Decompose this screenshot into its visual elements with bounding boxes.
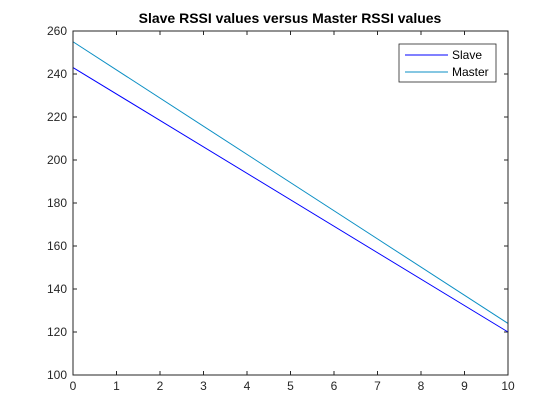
x-tick-label: 6: [331, 379, 338, 393]
legend-box: [398, 43, 497, 83]
legend-label-slave: Slave: [452, 48, 482, 62]
y-tick-label: 240: [47, 67, 67, 81]
chart-title: Slave RSSI values versus Master RSSI val…: [139, 10, 442, 26]
series-lines: [72, 41, 509, 333]
y-tick-label: 140: [47, 282, 67, 296]
y-tick-label: 260: [47, 24, 67, 38]
x-tick-label: 10: [501, 379, 515, 393]
y-tick-label: 160: [47, 239, 67, 253]
legend: Slave Master: [398, 43, 497, 83]
x-tick-label: 5: [287, 379, 294, 393]
series-line-slave: [72, 67, 509, 333]
y-tick-label: 120: [47, 325, 67, 339]
x-tick-label: 7: [374, 379, 381, 393]
x-tick-label: 3: [200, 379, 207, 393]
plot-area: [73, 31, 508, 375]
y-axis-ticks: 100 120 140 160 180 200 220 240 260: [47, 24, 508, 382]
x-tick-label: 9: [461, 379, 468, 393]
y-tick-label: 180: [47, 196, 67, 210]
x-tick-label: 4: [244, 379, 251, 393]
x-axis-ticks: 0 1 2 3 4 5 6 7 8 9 10: [70, 31, 515, 393]
x-tick-label: 8: [418, 379, 425, 393]
series-line-master: [72, 41, 509, 324]
axes-box: [72, 30, 509, 376]
y-tick-label: 200: [47, 153, 67, 167]
x-tick-label: 0: [70, 379, 77, 393]
y-tick-label: 100: [47, 368, 67, 382]
y-tick-label: 220: [47, 110, 67, 124]
legend-label-master: Master: [452, 65, 489, 79]
x-tick-label: 2: [157, 379, 164, 393]
x-tick-label: 1: [113, 379, 120, 393]
